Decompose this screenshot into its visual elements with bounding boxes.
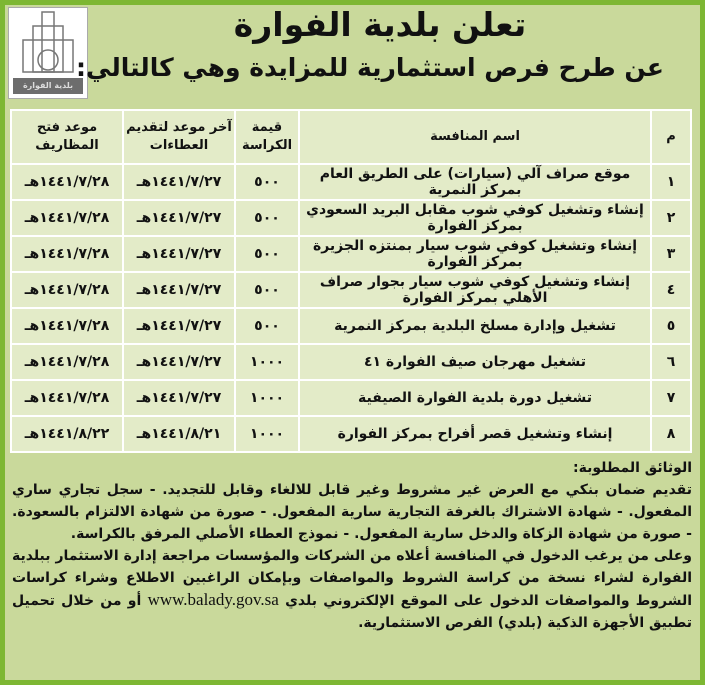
competition-name: إنشاء وتشغيل قصر أفراح بمركز الفوارة xyxy=(298,415,652,453)
opportunities-table: م اسم المنافسة قيمة الكراسة آخر موعد لتق… xyxy=(10,109,692,453)
envelope-opening-date: ١٤٤١/٧/٢٨هـ xyxy=(10,163,124,201)
page-title: تعلن بلدية الفوارة xyxy=(233,5,527,44)
booklet-price: ٥٠٠ xyxy=(234,271,300,309)
row-number: ٢ xyxy=(650,199,692,237)
submission-deadline: ١٤٤١/٧/٢٧هـ xyxy=(122,235,236,273)
website-link[interactable]: www.balady.gov.sa xyxy=(147,590,279,609)
competition-name: إنشاء وتشغيل كوفي شوب مقابل البريد السعو… xyxy=(298,199,652,237)
booklet-price: ٥٠٠ xyxy=(234,307,300,345)
competition-name: إنشاء وتشغيل كوفي شوب سيار بمنتزه الجزير… xyxy=(298,235,652,273)
row-number: ٤ xyxy=(650,271,692,309)
documents-heading: الوثائق المطلوبة: xyxy=(572,460,692,476)
logo-text: بلدية الفوارة xyxy=(13,78,83,94)
table-row: ١ موقع صراف آلي (سيارات) على الطريق العام… xyxy=(10,163,692,201)
municipality-logo: بلدية الفوارة xyxy=(8,7,88,99)
table-row: ٣ إنشاء وتشغيل كوفي شوب سيار بمنتزه الجزي… xyxy=(10,235,692,273)
table-row: ٢ إنشاء وتشغيل كوفي شوب مقابل البريد السع… xyxy=(10,199,692,237)
column-header: آخر موعد لتقديم العطاءات xyxy=(122,109,236,165)
booklet-price: ٥٠٠ xyxy=(234,163,300,201)
submission-deadline: ١٤٤١/٧/٢٧هـ xyxy=(122,307,236,345)
submission-deadline: ١٤٤١/٧/٢٧هـ xyxy=(122,271,236,309)
competition-name: تشغيل دورة بلدية الفوارة الصيفية xyxy=(298,379,652,417)
submission-deadline: ١٤٤١/٧/٢٧هـ xyxy=(122,379,236,417)
submission-deadline: ١٤٤١/٧/٢٧هـ xyxy=(122,343,236,381)
envelope-opening-date: ١٤٤١/٧/٢٨هـ xyxy=(10,343,124,381)
booklet-price: ١٠٠٠ xyxy=(234,379,300,417)
competition-name: إنشاء وتشغيل كوفي شوب سيار بجوار صراف ال… xyxy=(298,271,652,309)
envelope-opening-date: ١٤٤١/٧/٢٨هـ xyxy=(10,307,124,345)
envelope-opening-date: ١٤٤١/٧/٢٨هـ xyxy=(10,271,124,309)
competition-name: تشغيل وإدارة مسلخ البلدية بمركز النمرية xyxy=(298,307,652,345)
column-header: اسم المنافسة xyxy=(298,109,652,165)
booklet-price: ٥٠٠ xyxy=(234,199,300,237)
footer-text: وعلى من يرغب الدخول في المنافسة أعلاه من… xyxy=(12,548,693,609)
envelope-opening-date: ١٤٤١/٨/٢٢هـ xyxy=(10,415,124,453)
row-number: ٨ xyxy=(650,415,692,453)
table-row: ٤ إنشاء وتشغيل كوفي شوب سيار بجوار صراف ا… xyxy=(10,271,692,309)
envelope-opening-date: ١٤٤١/٧/٢٨هـ xyxy=(10,379,124,417)
table-row: ٧ تشغيل دورة بلدية الفوارة الصيفية ١٠٠٠ ١٤٤… xyxy=(10,379,692,417)
row-number: ٥ xyxy=(650,307,692,345)
table-row: ٦ تشغيل مهرجان صيف الفوارة ٤١ ١٠٠٠ ١٤٤١/٧/٢… xyxy=(10,343,692,381)
booklet-price: ١٠٠٠ xyxy=(234,343,300,381)
documents-body: تقديم ضمان بنكي مع العرض غير مشروط وغير … xyxy=(12,482,692,542)
row-number: ٣ xyxy=(650,235,692,273)
envelope-opening-date: ١٤٤١/٧/٢٨هـ xyxy=(10,199,124,237)
building-emblem-icon xyxy=(22,11,74,73)
submission-deadline: ١٤٤١/٧/٢٧هـ xyxy=(122,163,236,201)
footer-text: أو من خلال تحميل تطبيق الأجهزة الذكية (ب… xyxy=(12,593,692,631)
booklet-price: ١٠٠٠ xyxy=(234,415,300,453)
table-row: ٥ تشغيل وإدارة مسلخ البلدية بمركز النمرية… xyxy=(10,307,692,345)
column-header: موعد فتح المظاريف xyxy=(10,109,124,165)
page-subtitle: عن طرح فرص استثمارية للمزايدة وهي كالتال… xyxy=(76,53,664,82)
row-number: ٧ xyxy=(650,379,692,417)
documents-section: الوثائق المطلوبة: تقديم ضمان بنكي مع الع… xyxy=(12,457,692,634)
competition-name: تشغيل مهرجان صيف الفوارة ٤١ xyxy=(298,343,652,381)
booklet-price: ٥٠٠ xyxy=(234,235,300,273)
documents-footer: وعلى من يرغب الدخول في المنافسة أعلاه من… xyxy=(12,545,692,634)
submission-deadline: ١٤٤١/٨/٢١هـ xyxy=(122,415,236,453)
table-header-row: م اسم المنافسة قيمة الكراسة آخر موعد لتق… xyxy=(10,109,692,165)
row-number: ١ xyxy=(650,163,692,201)
column-header: قيمة الكراسة xyxy=(234,109,300,165)
submission-deadline: ١٤٤١/٧/٢٧هـ xyxy=(122,199,236,237)
competition-name: موقع صراف آلي (سيارات) على الطريق العام … xyxy=(298,163,652,201)
envelope-opening-date: ١٤٤١/٧/٢٨هـ xyxy=(10,235,124,273)
table-row: ٨ إنشاء وتشغيل قصر أفراح بمركز الفوارة ١٠٠… xyxy=(10,415,692,453)
row-number: ٦ xyxy=(650,343,692,381)
column-header: م xyxy=(650,109,692,165)
